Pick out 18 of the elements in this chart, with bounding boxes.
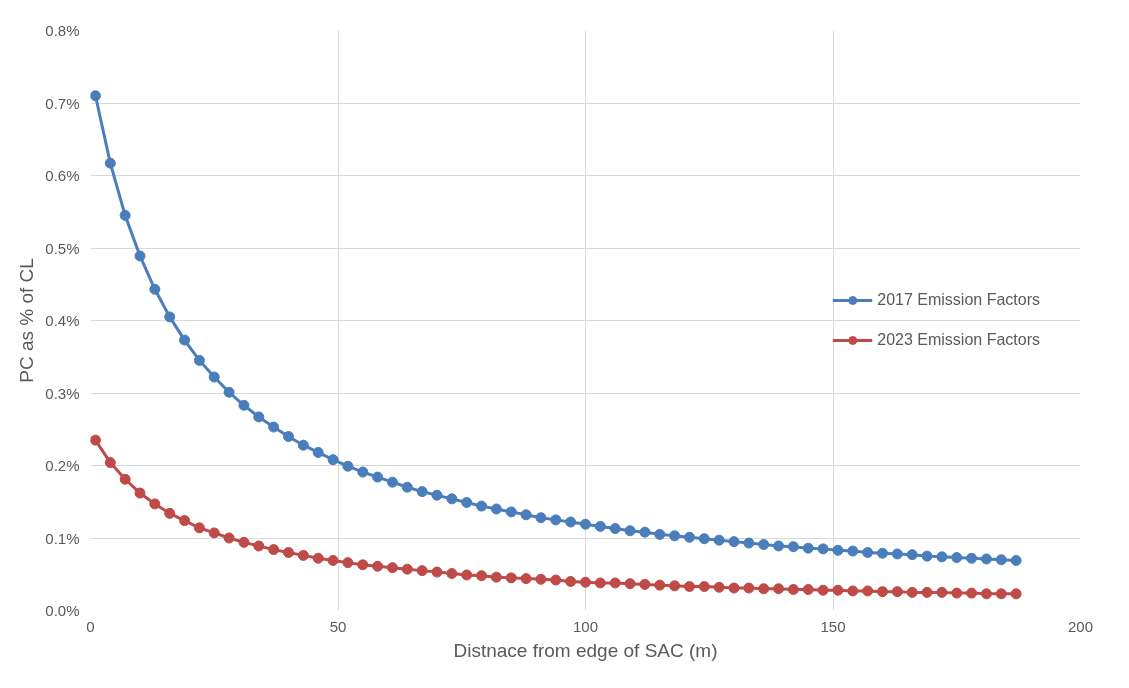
y-tick-label: 0.2% (45, 457, 80, 474)
x-tick-label: 150 (820, 617, 846, 635)
x-tick-label: 200 (1067, 617, 1094, 635)
y-tick-label: 0.0% (45, 602, 80, 619)
legend-label: 2023 Emission Factors (877, 331, 1040, 349)
y-tick-label: 0.1% (45, 529, 80, 547)
y-tick-label: 0.7% (45, 94, 80, 112)
y-tick-label: 0.3% (45, 384, 80, 402)
x-tick-label: 100 (572, 617, 599, 635)
y-tick-label: 0.4% (45, 312, 80, 329)
x-tick-label: 50 (329, 617, 347, 635)
y-tick-label: 0.8% (45, 22, 80, 39)
y-axis-title: PC as % of CL (16, 258, 38, 383)
y-tick-label: 0.6% (45, 167, 80, 184)
legend-label: 2017 Emission Factors (877, 291, 1040, 309)
y-tick-label: 0.5% (45, 239, 80, 257)
x-axis-title: Distnace from edge of SAC (m) (453, 639, 718, 661)
x-tick-label: 0 (86, 617, 95, 635)
